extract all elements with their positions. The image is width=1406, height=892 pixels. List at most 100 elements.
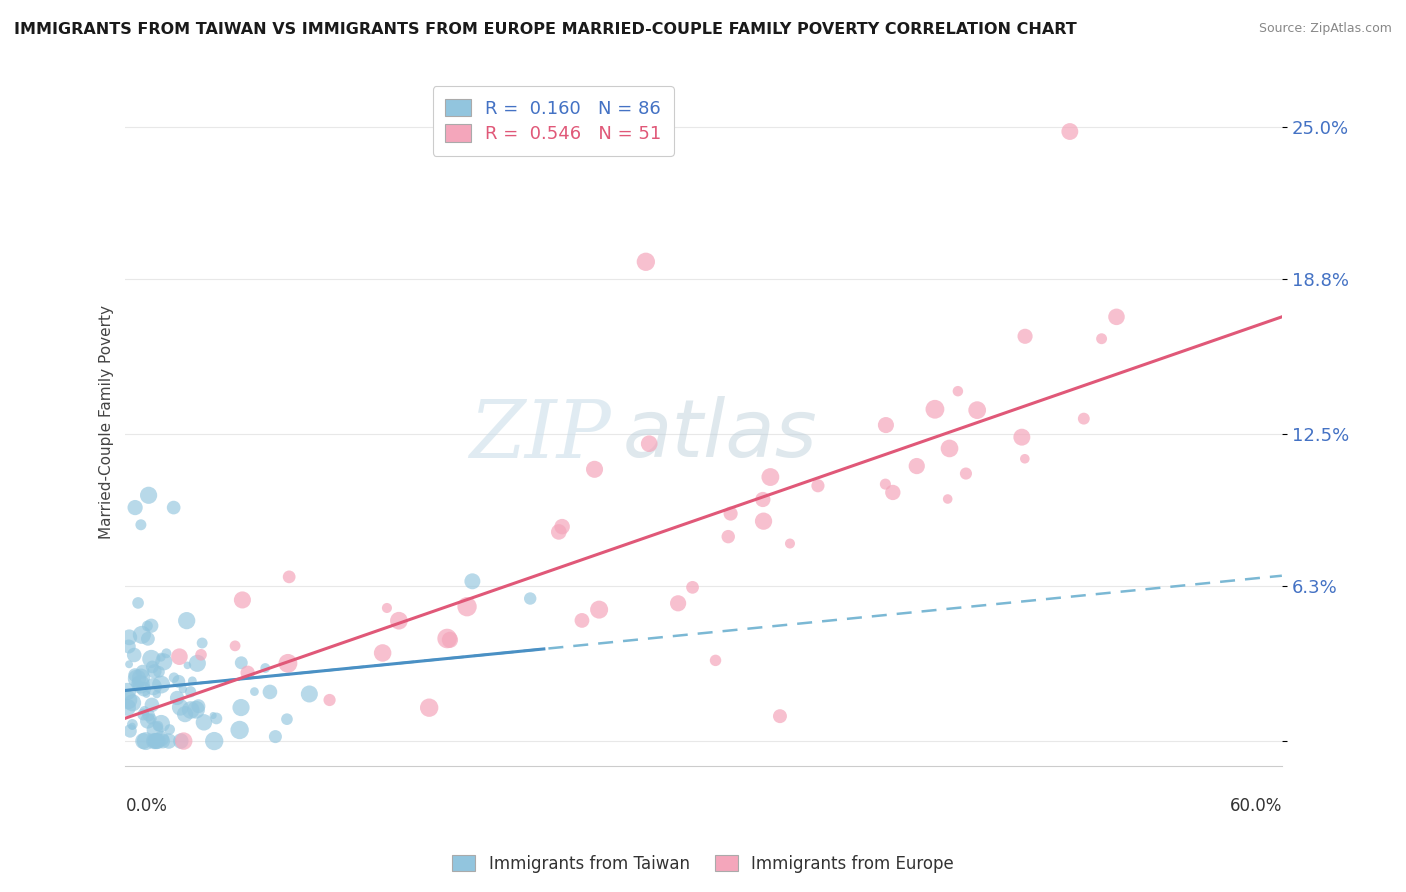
Point xyxy=(229,700,252,714)
Point xyxy=(682,580,704,594)
Point xyxy=(155,646,177,660)
Point xyxy=(121,696,143,710)
Point xyxy=(254,661,277,675)
Point xyxy=(169,649,191,664)
Point xyxy=(176,658,198,673)
Point xyxy=(132,707,155,722)
Point xyxy=(1090,332,1112,346)
Point xyxy=(176,614,198,628)
Point xyxy=(704,653,727,667)
Point xyxy=(191,636,214,650)
Point xyxy=(938,442,960,456)
Point xyxy=(547,524,569,539)
Point xyxy=(190,648,212,662)
Point xyxy=(966,403,988,417)
Point xyxy=(125,674,148,689)
Point xyxy=(159,723,181,737)
Point xyxy=(264,730,287,744)
Point xyxy=(173,734,195,748)
Point xyxy=(752,492,775,507)
Text: IMMIGRANTS FROM TAIWAN VS IMMIGRANTS FROM EUROPE MARRIED-COUPLE FAMILY POVERTY C: IMMIGRANTS FROM TAIWAN VS IMMIGRANTS FRO… xyxy=(14,22,1077,37)
Point xyxy=(1014,451,1036,466)
Point xyxy=(936,491,959,506)
Point xyxy=(131,665,153,679)
Point xyxy=(157,734,180,748)
Point xyxy=(124,500,146,515)
Point xyxy=(150,716,173,731)
Point xyxy=(759,470,782,484)
Point xyxy=(120,724,142,739)
Point xyxy=(150,677,173,691)
Point xyxy=(146,734,169,748)
Point xyxy=(141,660,163,674)
Point xyxy=(174,707,197,722)
Point xyxy=(371,646,394,660)
Point xyxy=(638,436,661,450)
Point xyxy=(1105,310,1128,324)
Text: atlas: atlas xyxy=(623,396,817,475)
Point xyxy=(180,703,202,717)
Point xyxy=(588,602,610,616)
Point xyxy=(118,640,141,654)
Point xyxy=(720,507,742,521)
Point xyxy=(143,665,166,679)
Point xyxy=(875,477,897,491)
Point xyxy=(135,687,157,701)
Point xyxy=(163,671,186,685)
Point xyxy=(129,671,152,685)
Point xyxy=(946,384,969,399)
Point xyxy=(169,700,191,714)
Point xyxy=(150,650,173,665)
Point xyxy=(955,467,977,481)
Point xyxy=(318,693,340,707)
Point xyxy=(752,514,775,528)
Point xyxy=(136,714,159,728)
Point xyxy=(132,734,155,748)
Point xyxy=(138,488,160,502)
Point xyxy=(141,652,163,666)
Point xyxy=(551,519,574,533)
Point xyxy=(139,712,162,726)
Point xyxy=(924,402,946,417)
Point xyxy=(418,700,440,714)
Point xyxy=(236,665,259,680)
Point xyxy=(166,690,188,705)
Point xyxy=(172,682,194,697)
Point xyxy=(145,734,167,748)
Point xyxy=(121,717,143,731)
Text: 0.0%: 0.0% xyxy=(125,797,167,814)
Point xyxy=(181,673,204,688)
Point xyxy=(717,530,740,544)
Point xyxy=(129,517,152,532)
Point xyxy=(131,628,153,642)
Point xyxy=(167,674,190,689)
Point xyxy=(118,657,141,672)
Point xyxy=(436,632,458,646)
Point xyxy=(276,712,298,726)
Point xyxy=(202,708,225,723)
Point xyxy=(193,715,215,730)
Point xyxy=(278,570,301,584)
Point xyxy=(118,630,141,644)
Point xyxy=(125,672,148,686)
Point xyxy=(124,668,146,682)
Point xyxy=(186,657,208,671)
Point xyxy=(146,719,169,733)
Legend: Immigrants from Taiwan, Immigrants from Europe: Immigrants from Taiwan, Immigrants from … xyxy=(446,848,960,880)
Point xyxy=(122,648,145,662)
Point xyxy=(180,685,202,699)
Point xyxy=(807,479,830,493)
Point xyxy=(634,254,657,268)
Point xyxy=(117,684,139,698)
Point xyxy=(666,596,689,610)
Point xyxy=(243,684,266,698)
Point xyxy=(152,734,174,748)
Point xyxy=(456,599,478,614)
Point xyxy=(170,734,193,748)
Point xyxy=(187,699,209,714)
Point xyxy=(135,734,157,748)
Point xyxy=(439,632,461,647)
Point xyxy=(1073,411,1095,425)
Point xyxy=(779,536,801,550)
Point xyxy=(259,685,281,699)
